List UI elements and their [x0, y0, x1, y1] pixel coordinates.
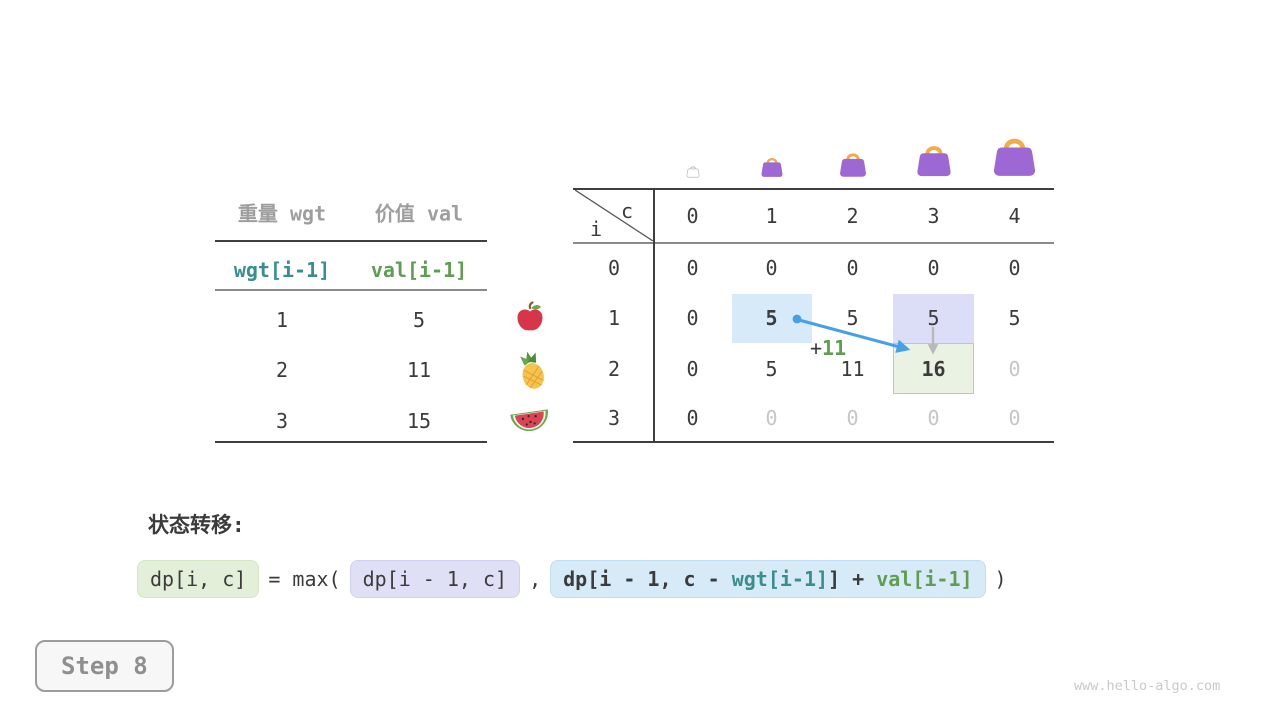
item-weight: 2 [275, 358, 289, 382]
row-label: 3 [607, 405, 621, 430]
bag-icon [893, 120, 974, 178]
dp-cell: 0 [686, 356, 699, 381]
dp-cell: 5 [765, 356, 778, 381]
items-var-val: val[i-1] [370, 258, 468, 282]
formula-option2-pre: dp[i - 1, c - [563, 567, 732, 591]
dp-cell: 0 [1008, 356, 1021, 381]
dp-cell: 0 [927, 405, 940, 430]
dp-cell: 11 [840, 356, 865, 381]
step-button[interactable]: Step 8 [35, 640, 174, 692]
corner-row-var: i [589, 217, 603, 241]
dp-row-labels: 0 1 2 3 [575, 243, 653, 441]
items-var-wgt: wgt[i-1] [233, 258, 331, 282]
dp-cell: 0 [686, 306, 699, 330]
col-label: 4 [1008, 204, 1021, 228]
item-value: 15 [406, 409, 432, 433]
transition-title: 状态转移: [148, 513, 245, 537]
divider [573, 441, 1054, 443]
dp-col-labels: 0 1 2 3 4 [654, 190, 1055, 242]
col-label: 2 [846, 204, 859, 228]
formula-close-paren: ) [994, 567, 1007, 591]
dp-cell: 0 [686, 405, 699, 430]
col-label: 0 [686, 204, 699, 228]
row-label: 1 [607, 306, 621, 330]
dp-cell: 0 [846, 256, 859, 280]
apple-icon [514, 301, 546, 333]
dp-cell: 0 [686, 256, 699, 280]
divider [573, 188, 1054, 190]
row-label: 0 [607, 256, 621, 280]
transition-formula: dp[i, c] = max( dp[i - 1, c] , dp[i - 1,… [137, 560, 1007, 598]
dp-cell: 0 [846, 405, 859, 430]
col-label: 1 [765, 204, 778, 228]
dp-cell-source: 5 [765, 306, 778, 330]
formula-lhs-chip: dp[i, c] [137, 560, 260, 598]
bag-icon [812, 120, 893, 178]
formula-equals: = max( [268, 567, 341, 591]
dp-cell: 5 [1008, 306, 1021, 330]
corner-col-var: c [620, 199, 634, 223]
divider [653, 188, 655, 443]
bag-icon [974, 120, 1055, 178]
dp-cell: 0 [765, 405, 778, 430]
divider [215, 289, 487, 291]
added-value: 11 [822, 336, 847, 360]
pineapple-icon [514, 350, 550, 392]
divider [573, 242, 1054, 244]
item-weight: 1 [275, 308, 289, 332]
dp-cell: 0 [1008, 256, 1021, 280]
formula-comma: , [529, 567, 542, 591]
divider [215, 240, 487, 242]
corner-diagonal [575, 190, 653, 241]
item-weight: 3 [275, 409, 289, 433]
item-value: 11 [406, 358, 432, 382]
watermark-text: www.hello-algo.com [1074, 678, 1221, 694]
formula-option2-mid: ] + [828, 567, 877, 591]
row-label: 2 [607, 356, 621, 381]
bag-icon [731, 120, 812, 178]
bag-outline-icon [654, 120, 731, 178]
add-value-annotation: +11 [810, 336, 846, 360]
plus-sign: + [810, 336, 823, 360]
watermelon-icon [508, 405, 552, 437]
formula-val-term: val[i-1] [876, 567, 973, 591]
dp-cell-current: 16 [921, 356, 946, 381]
dp-cell: 0 [927, 256, 940, 280]
formula-option1-chip: dp[i - 1, c] [349, 560, 521, 598]
formula-wgt-term: wgt[i-1] [731, 567, 829, 591]
divider [215, 441, 487, 443]
dp-cell: 0 [765, 256, 778, 280]
capacity-bags-row [654, 120, 1055, 178]
item-value: 5 [412, 308, 426, 332]
dp-cells: 0 0 0 0 0 0 5 5 5 5 0 5 11 16 0 0 0 0 0 … [654, 243, 1055, 441]
items-col-header-value: 价值 val [374, 201, 464, 226]
formula-option2-chip: dp[i - 1, c - wgt[i-1]] + val[i-1] [550, 560, 986, 598]
dp-cell: 0 [1008, 405, 1021, 430]
dp-cell-above: 5 [927, 306, 940, 330]
items-col-header-weight: 重量 wgt [237, 201, 327, 226]
col-label: 3 [927, 204, 940, 228]
